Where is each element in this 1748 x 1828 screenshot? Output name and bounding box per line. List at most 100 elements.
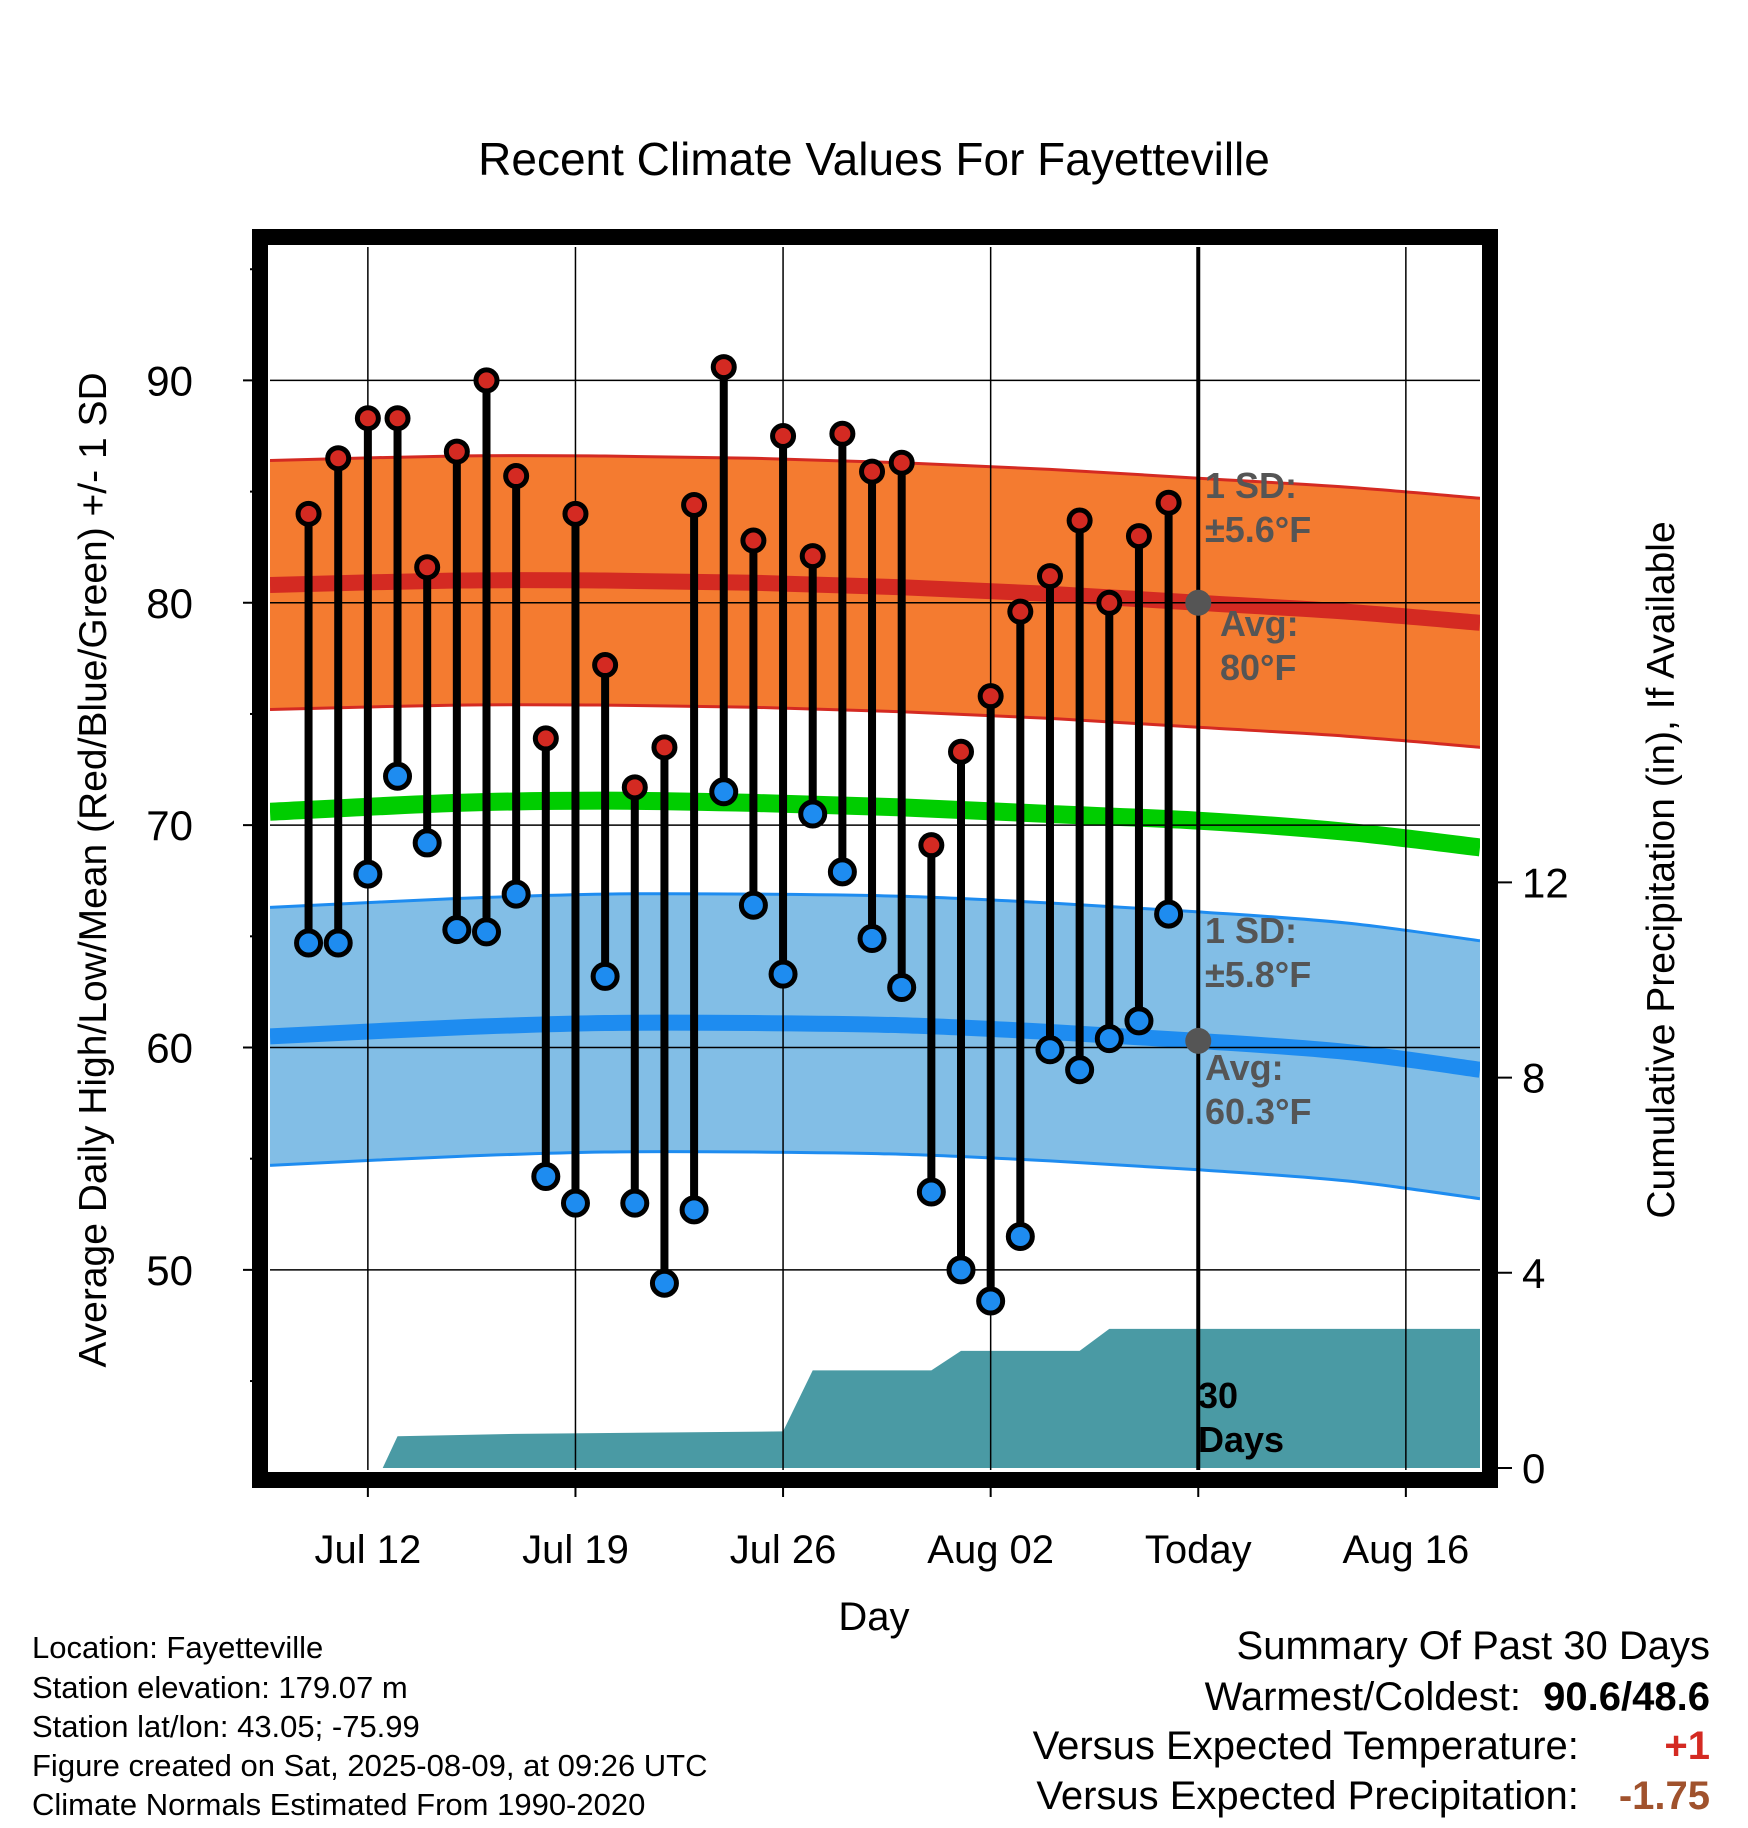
daily-low-point xyxy=(1094,1024,1124,1054)
y-tick-label: 80 xyxy=(146,580,193,627)
daily-low-point xyxy=(887,972,917,1002)
daily-low-point xyxy=(827,857,857,887)
daily-high-point xyxy=(295,500,322,527)
x-tick-label: Jul 26 xyxy=(730,1528,837,1572)
daily-low-point xyxy=(1124,1006,1154,1036)
chart-title: Recent Climate Values For Fayetteville xyxy=(478,133,1270,185)
daily-high-point xyxy=(740,527,767,554)
info-elevation: Station elevation: 179.07 m xyxy=(32,1670,408,1705)
daily-high-point xyxy=(1066,507,1093,534)
x-tick-label: Aug 16 xyxy=(1342,1528,1469,1572)
low-band-lower-edge xyxy=(270,1150,1480,1201)
summary-warmest-label: Warmest/Coldest: xyxy=(1204,1675,1521,1719)
daily-high-point xyxy=(473,367,500,394)
x-axis-title: Day xyxy=(838,1595,909,1639)
daily-low-point xyxy=(649,1268,679,1298)
y-tick-label: 90 xyxy=(146,357,193,404)
daily-low-point xyxy=(590,961,620,991)
daily-high-point xyxy=(621,774,648,801)
daily-low-point xyxy=(620,1188,650,1218)
daily-low-point xyxy=(471,917,501,947)
low-sd-label: 1 SD: xyxy=(1205,910,1297,951)
y-tick-label: 50 xyxy=(146,1247,193,1294)
daily-high-point xyxy=(384,405,411,432)
daily-high-point xyxy=(592,652,619,679)
low-avg-label: Avg: xyxy=(1205,1047,1284,1088)
precip-label-days: Days xyxy=(1198,1419,1284,1460)
today-low-avg-marker xyxy=(1185,1027,1212,1054)
daily-low-point xyxy=(412,828,442,858)
low-avg-value: 60.3°F xyxy=(1205,1091,1311,1132)
summary-precip-row: Versus Expected Precipitation: -1.75 xyxy=(1036,1776,1710,1816)
today-high-avg-marker xyxy=(1185,589,1212,616)
summary-precip-value: -1.75 xyxy=(1618,1774,1710,1818)
info-normals: Climate Normals Estimated From 1990-2020 xyxy=(32,1787,646,1822)
daily-high-point xyxy=(325,445,352,472)
y-tick-label: 60 xyxy=(146,1025,193,1072)
daily-low-point xyxy=(442,915,472,945)
high-avg-label: Avg: xyxy=(1220,603,1299,644)
daily-high-point xyxy=(1155,489,1182,516)
daily-low-point xyxy=(946,1255,976,1285)
y-tick-label: 70 xyxy=(146,802,193,849)
daily-low-point xyxy=(383,761,413,791)
daily-high-point xyxy=(1007,598,1034,625)
daily-high-point xyxy=(414,554,441,581)
daily-low-point xyxy=(976,1286,1006,1316)
daily-low-point xyxy=(857,924,887,954)
daily-high-point xyxy=(1036,563,1063,590)
daily-low-point xyxy=(501,879,531,909)
daily-low-point xyxy=(560,1188,590,1218)
high-sd-label: 1 SD: xyxy=(1205,465,1297,506)
info-location: Location: Fayetteville xyxy=(32,1630,324,1665)
daily-high-point xyxy=(681,491,708,518)
x-tick-label: Jul 19 xyxy=(522,1528,629,1572)
daily-low-point xyxy=(294,928,324,958)
daily-high-point xyxy=(918,832,945,859)
daily-high-point xyxy=(888,449,915,476)
daily-low-point xyxy=(353,859,383,889)
daily-low-point xyxy=(531,1161,561,1191)
summary-warmest-row: Warmest/Coldest: 90.6/48.6 xyxy=(1205,1677,1710,1717)
high-avg-value: 80°F xyxy=(1220,647,1296,688)
x-tick-label: Jul 12 xyxy=(314,1528,421,1572)
precip-label-30: 30 xyxy=(1198,1375,1238,1416)
daily-low-point xyxy=(1065,1055,1095,1085)
daily-high-point xyxy=(977,683,1004,710)
summary-temp-label: Versus Expected Temperature: xyxy=(1032,1724,1579,1768)
summary-title: Summary Of Past 30 Days xyxy=(1236,1624,1710,1668)
daily-high-point xyxy=(1096,589,1123,616)
daily-high-point xyxy=(710,354,737,381)
daily-low-point xyxy=(916,1177,946,1207)
daily-high-point xyxy=(1125,523,1152,550)
info-latlon: Station lat/lon: 43.05; -75.99 xyxy=(32,1709,420,1744)
y2-tick-label: 0 xyxy=(1522,1445,1545,1492)
daily-high-point xyxy=(770,423,797,450)
daily-high-point xyxy=(503,463,530,490)
daily-low-point xyxy=(323,928,353,958)
daily-low-point xyxy=(709,777,739,807)
daily-high-point xyxy=(532,725,559,752)
summary-warmest-value: 90.6/48.6 xyxy=(1543,1675,1710,1719)
daily-low-point xyxy=(1035,1035,1065,1065)
daily-high-point xyxy=(948,738,975,765)
summary-temp-value: +1 xyxy=(1664,1724,1710,1768)
daily-low-point xyxy=(1154,899,1184,929)
plot-frame xyxy=(252,229,1498,1488)
summary-precip-label: Versus Expected Precipitation: xyxy=(1036,1774,1579,1818)
daily-low-point xyxy=(679,1195,709,1225)
daily-high-point xyxy=(562,500,589,527)
daily-high-point xyxy=(354,405,381,432)
y2-tick-label: 12 xyxy=(1522,859,1569,906)
precipitation-area xyxy=(382,1328,1480,1468)
daily-high-point xyxy=(443,438,470,465)
info-created: Figure created on Sat, 2025-08-09, at 09… xyxy=(32,1748,708,1783)
daily-high-point xyxy=(651,734,678,761)
daily-low-point xyxy=(1005,1222,1035,1252)
daily-low-point xyxy=(798,799,828,829)
daily-high-point xyxy=(829,420,856,447)
high-sd-value: ±5.6°F xyxy=(1205,509,1311,550)
daily-high-point xyxy=(859,458,886,485)
